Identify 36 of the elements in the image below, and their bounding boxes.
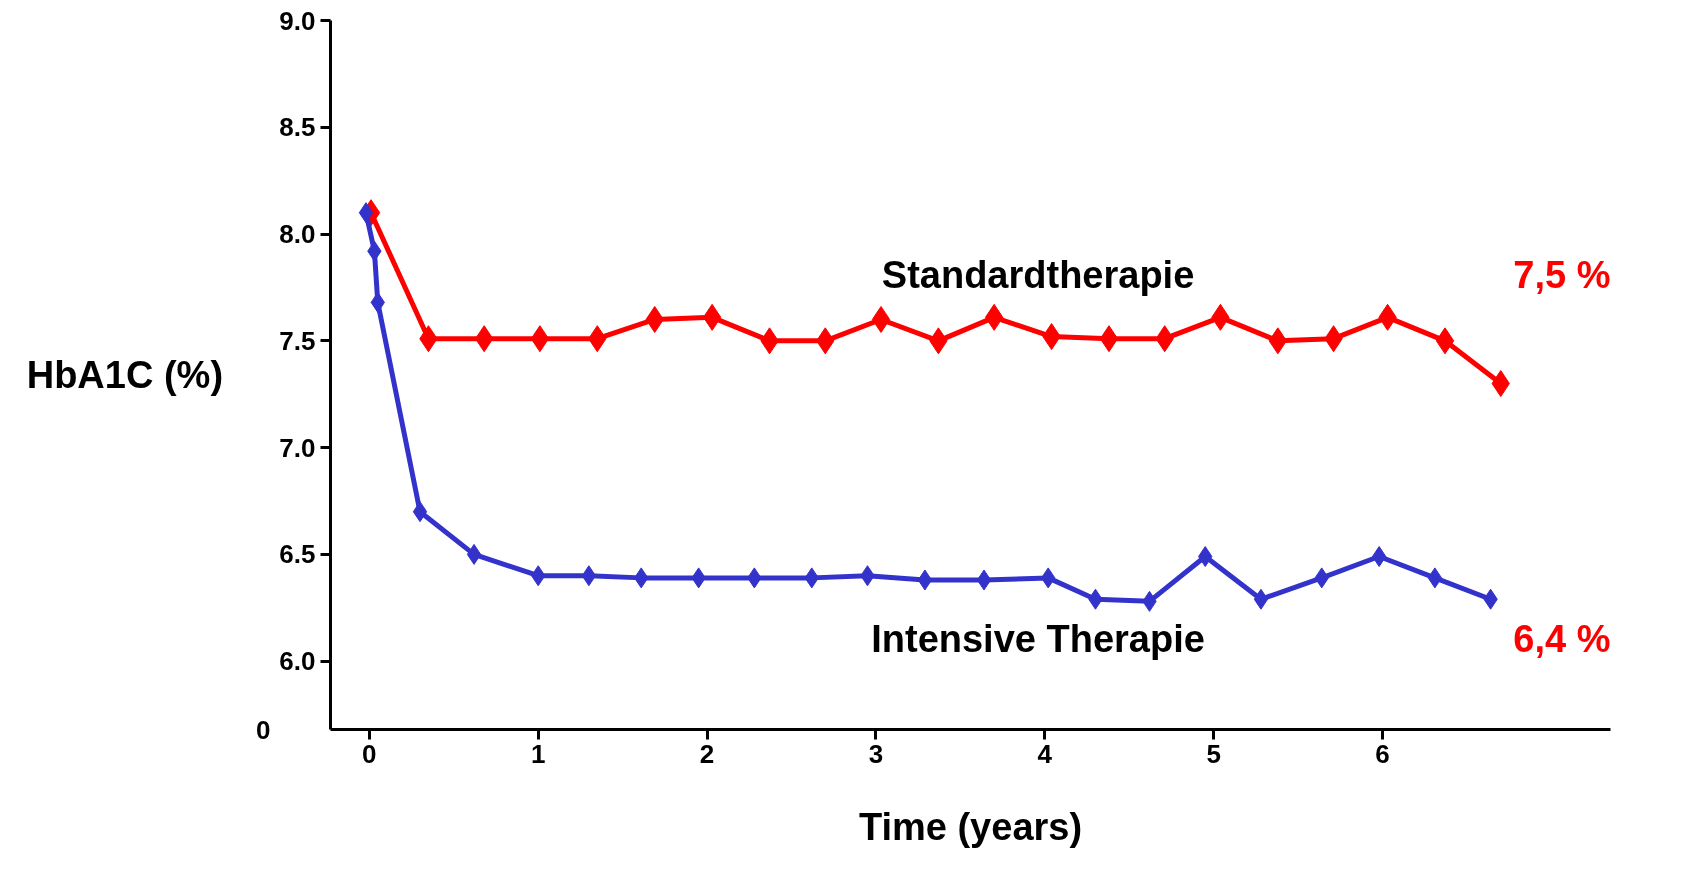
point [1435,327,1455,355]
point [466,543,482,565]
point [1253,588,1269,610]
series-label: Standardtherapie [881,253,1195,296]
x-axis-title: Time (years) [858,805,1083,848]
point [1427,567,1443,589]
y-axis-title: HbA1C (%) [26,354,224,396]
y-tick-label: 9.0 [279,5,316,36]
y-tick-label: 7.5 [279,325,316,356]
y-tick-label: 7.0 [279,432,316,463]
point [1099,325,1119,353]
x-tick-label: 4 [1037,738,1053,769]
point [412,501,428,523]
series-label: Intensive Therapie [871,618,1205,661]
y-tick-label: 6.5 [279,539,316,570]
text: 0 [256,714,271,745]
x-tick-label: 3 [868,738,884,769]
point [358,202,374,224]
point [1371,546,1387,568]
point [871,305,891,333]
annotation: 7,5 % [1513,253,1611,296]
x-tick-label: 2 [699,738,715,769]
annotation: 6,4 % [1513,618,1611,661]
y-tick-label: 6.0 [279,646,316,677]
y-tick-label: 8.5 [279,112,316,143]
point [976,569,992,591]
y-tick-label: 8.0 [279,219,316,250]
point [530,325,550,353]
point [984,303,1004,331]
point [917,569,933,591]
x-tick-label: 1 [530,738,546,769]
point [702,303,722,331]
point [581,565,597,587]
x-tick-label: 0 [362,738,377,769]
x-tick-label: 5 [1206,738,1221,769]
x-tick-label: 6 [1375,738,1390,769]
